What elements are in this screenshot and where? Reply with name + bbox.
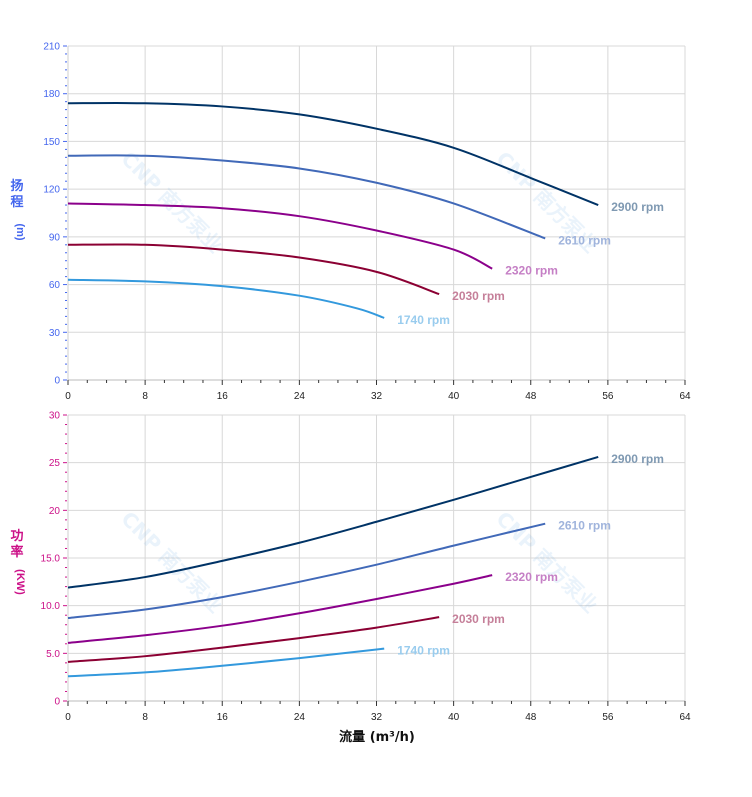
y-tick-label: 15.0 <box>41 554 61 565</box>
series-line-2610-rpm <box>67 522 546 620</box>
x-tick-label: 16 <box>217 391 229 402</box>
x-tick-label: 32 <box>371 712 383 723</box>
series-label: 1740 rpm <box>397 644 450 658</box>
x-tick-label: 16 <box>217 712 229 723</box>
series-line-2320-rpm <box>67 202 493 270</box>
series-line-2320-rpm <box>67 574 493 644</box>
x-tick-label: 56 <box>602 712 614 723</box>
x-tick-label: 24 <box>294 712 306 723</box>
y-tick-label: 210 <box>43 42 60 53</box>
series-label: 2900 rpm <box>611 452 664 466</box>
series-line-1740-rpm <box>67 278 385 319</box>
x-tick-label: 48 <box>525 712 537 723</box>
series-label: 2900 rpm <box>611 200 664 214</box>
y-axis-label: 率 <box>10 544 23 560</box>
y-tick-label: 90 <box>49 232 61 243</box>
y-tick-label: 120 <box>43 185 60 196</box>
series-label: 2610 rpm <box>558 519 611 533</box>
series-label: 2610 rpm <box>558 233 611 247</box>
series-line-2030-rpm <box>67 243 440 296</box>
x-tick-label: 32 <box>371 391 383 402</box>
x-tick-label: 64 <box>679 391 691 402</box>
y-tick-label: 30 <box>49 411 61 422</box>
series-label: 2030 rpm <box>452 289 505 303</box>
x-tick-label: 0 <box>65 712 71 723</box>
y-axis-unit: (m) <box>14 223 26 240</box>
x-axis-label: 流量 (m³/h) <box>339 729 415 745</box>
x-tick-label: 40 <box>448 712 460 723</box>
x-tick-label: 40 <box>448 391 460 402</box>
series-label: 2030 rpm <box>452 612 505 626</box>
series-label: 1740 rpm <box>397 313 450 327</box>
series-line-1740-rpm <box>67 647 385 678</box>
y-tick-label: 0 <box>54 376 60 387</box>
y-tick-label: 30 <box>49 328 61 339</box>
y-tick-label: 180 <box>43 89 60 100</box>
x-tick-label: 24 <box>294 391 306 402</box>
series-line-2900-rpm <box>67 455 599 589</box>
watermark-logo: CNP 南方泵业 <box>116 507 227 618</box>
y-axis-label: 扬 <box>10 178 23 194</box>
y-tick-label: 150 <box>43 137 60 148</box>
series-line-2610-rpm <box>67 154 546 240</box>
y-axis-label: 程 <box>10 195 23 210</box>
y-axis-label: 功 <box>10 529 23 544</box>
series-label: 2320 rpm <box>505 570 558 584</box>
x-tick-label: 48 <box>525 391 537 402</box>
series-line-2030-rpm <box>67 616 440 663</box>
y-axis-unit: (KW) <box>14 569 26 595</box>
x-tick-label: 0 <box>65 391 71 402</box>
series-label: 2320 rpm <box>505 264 558 278</box>
chart-panel-0: 0 30 60 90 120 150 180 210 0 8 16 24 32 40 48 56 64 扬程 (m)… <box>10 42 691 403</box>
series-line-2900-rpm <box>67 102 599 206</box>
x-tick-label: 8 <box>142 391 148 402</box>
x-tick-label: 64 <box>679 712 691 723</box>
x-tick-label: 8 <box>142 712 148 723</box>
y-tick-label: 20 <box>49 506 61 517</box>
y-tick-label: 25 <box>49 458 61 469</box>
y-tick-label: 10.0 <box>41 601 61 612</box>
chart-panel-1: 0 5.0 10.0 15.0 20 25 30 0 8 16 24 32 40 48 56 64 功率 (KW)… <box>10 411 691 746</box>
watermark-logo: CNP 南方泵业 <box>116 147 227 258</box>
y-tick-label: 0 <box>54 697 60 708</box>
y-tick-label: 60 <box>49 280 61 291</box>
y-tick-label: 5.0 <box>46 649 60 660</box>
x-tick-label: 56 <box>602 391 614 402</box>
